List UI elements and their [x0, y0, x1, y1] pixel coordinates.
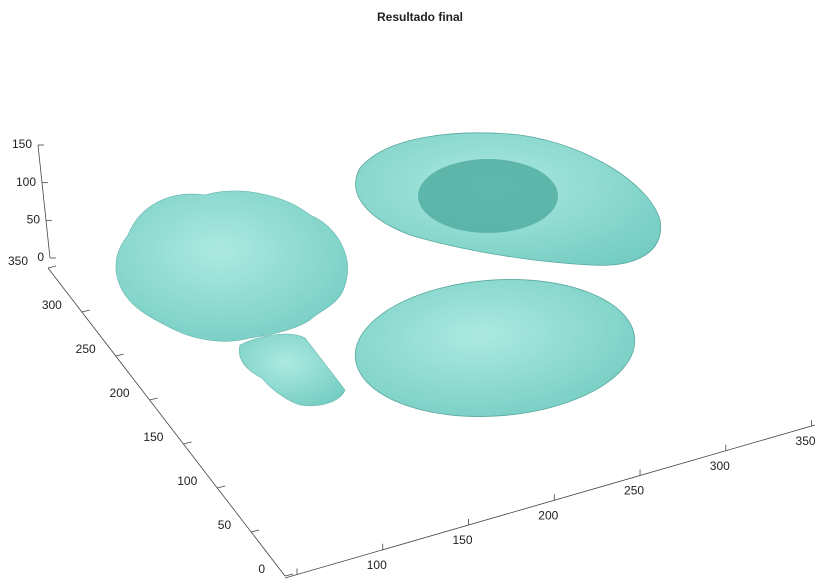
stem-surface: [239, 334, 345, 406]
y-tick: [48, 266, 56, 268]
x-axis: [285, 425, 815, 578]
chart: Resultado final 50 100 150 200 250 300 350 0 50 1…: [0, 0, 840, 585]
x-tick-label: 200: [538, 508, 558, 522]
z-axis: [38, 145, 50, 258]
y-tick: [150, 398, 158, 400]
seed-surface: [418, 159, 558, 233]
x-tick-label: 100: [367, 558, 387, 572]
y-tick-label: 100: [177, 474, 197, 488]
x-tick-label: 350: [796, 434, 816, 448]
y-tick-label: 250: [76, 342, 96, 356]
x-tick-label: 150: [453, 533, 473, 547]
z-tick-label: 0: [37, 250, 44, 264]
y-tick-label: 0: [258, 562, 265, 576]
z-tick-label: 100: [16, 175, 36, 189]
y-tick-label: 300: [42, 298, 62, 312]
y-tick-label: 200: [110, 386, 130, 400]
y-tick-label: 350: [8, 254, 28, 268]
z-tick-label: 150: [12, 137, 32, 151]
y-tick-label: 50: [218, 518, 232, 532]
x-tick-label: 250: [624, 484, 644, 498]
broccoli-surface: [116, 191, 348, 341]
y-tick: [116, 354, 124, 356]
y-tick-label: 150: [143, 430, 163, 444]
x-tick-label: 300: [710, 459, 730, 473]
chart-title: Resultado final: [377, 10, 463, 24]
surfaces: [116, 133, 661, 426]
y-tick: [82, 310, 90, 312]
egg-surface: [351, 270, 640, 425]
z-tick-label: 50: [27, 213, 41, 227]
y-tick: [217, 486, 225, 488]
y-tick: [251, 530, 259, 532]
y-tick: [183, 442, 191, 444]
page: Resultado final 50 100 150 200 250 300 350 0 50 1…: [0, 0, 840, 585]
